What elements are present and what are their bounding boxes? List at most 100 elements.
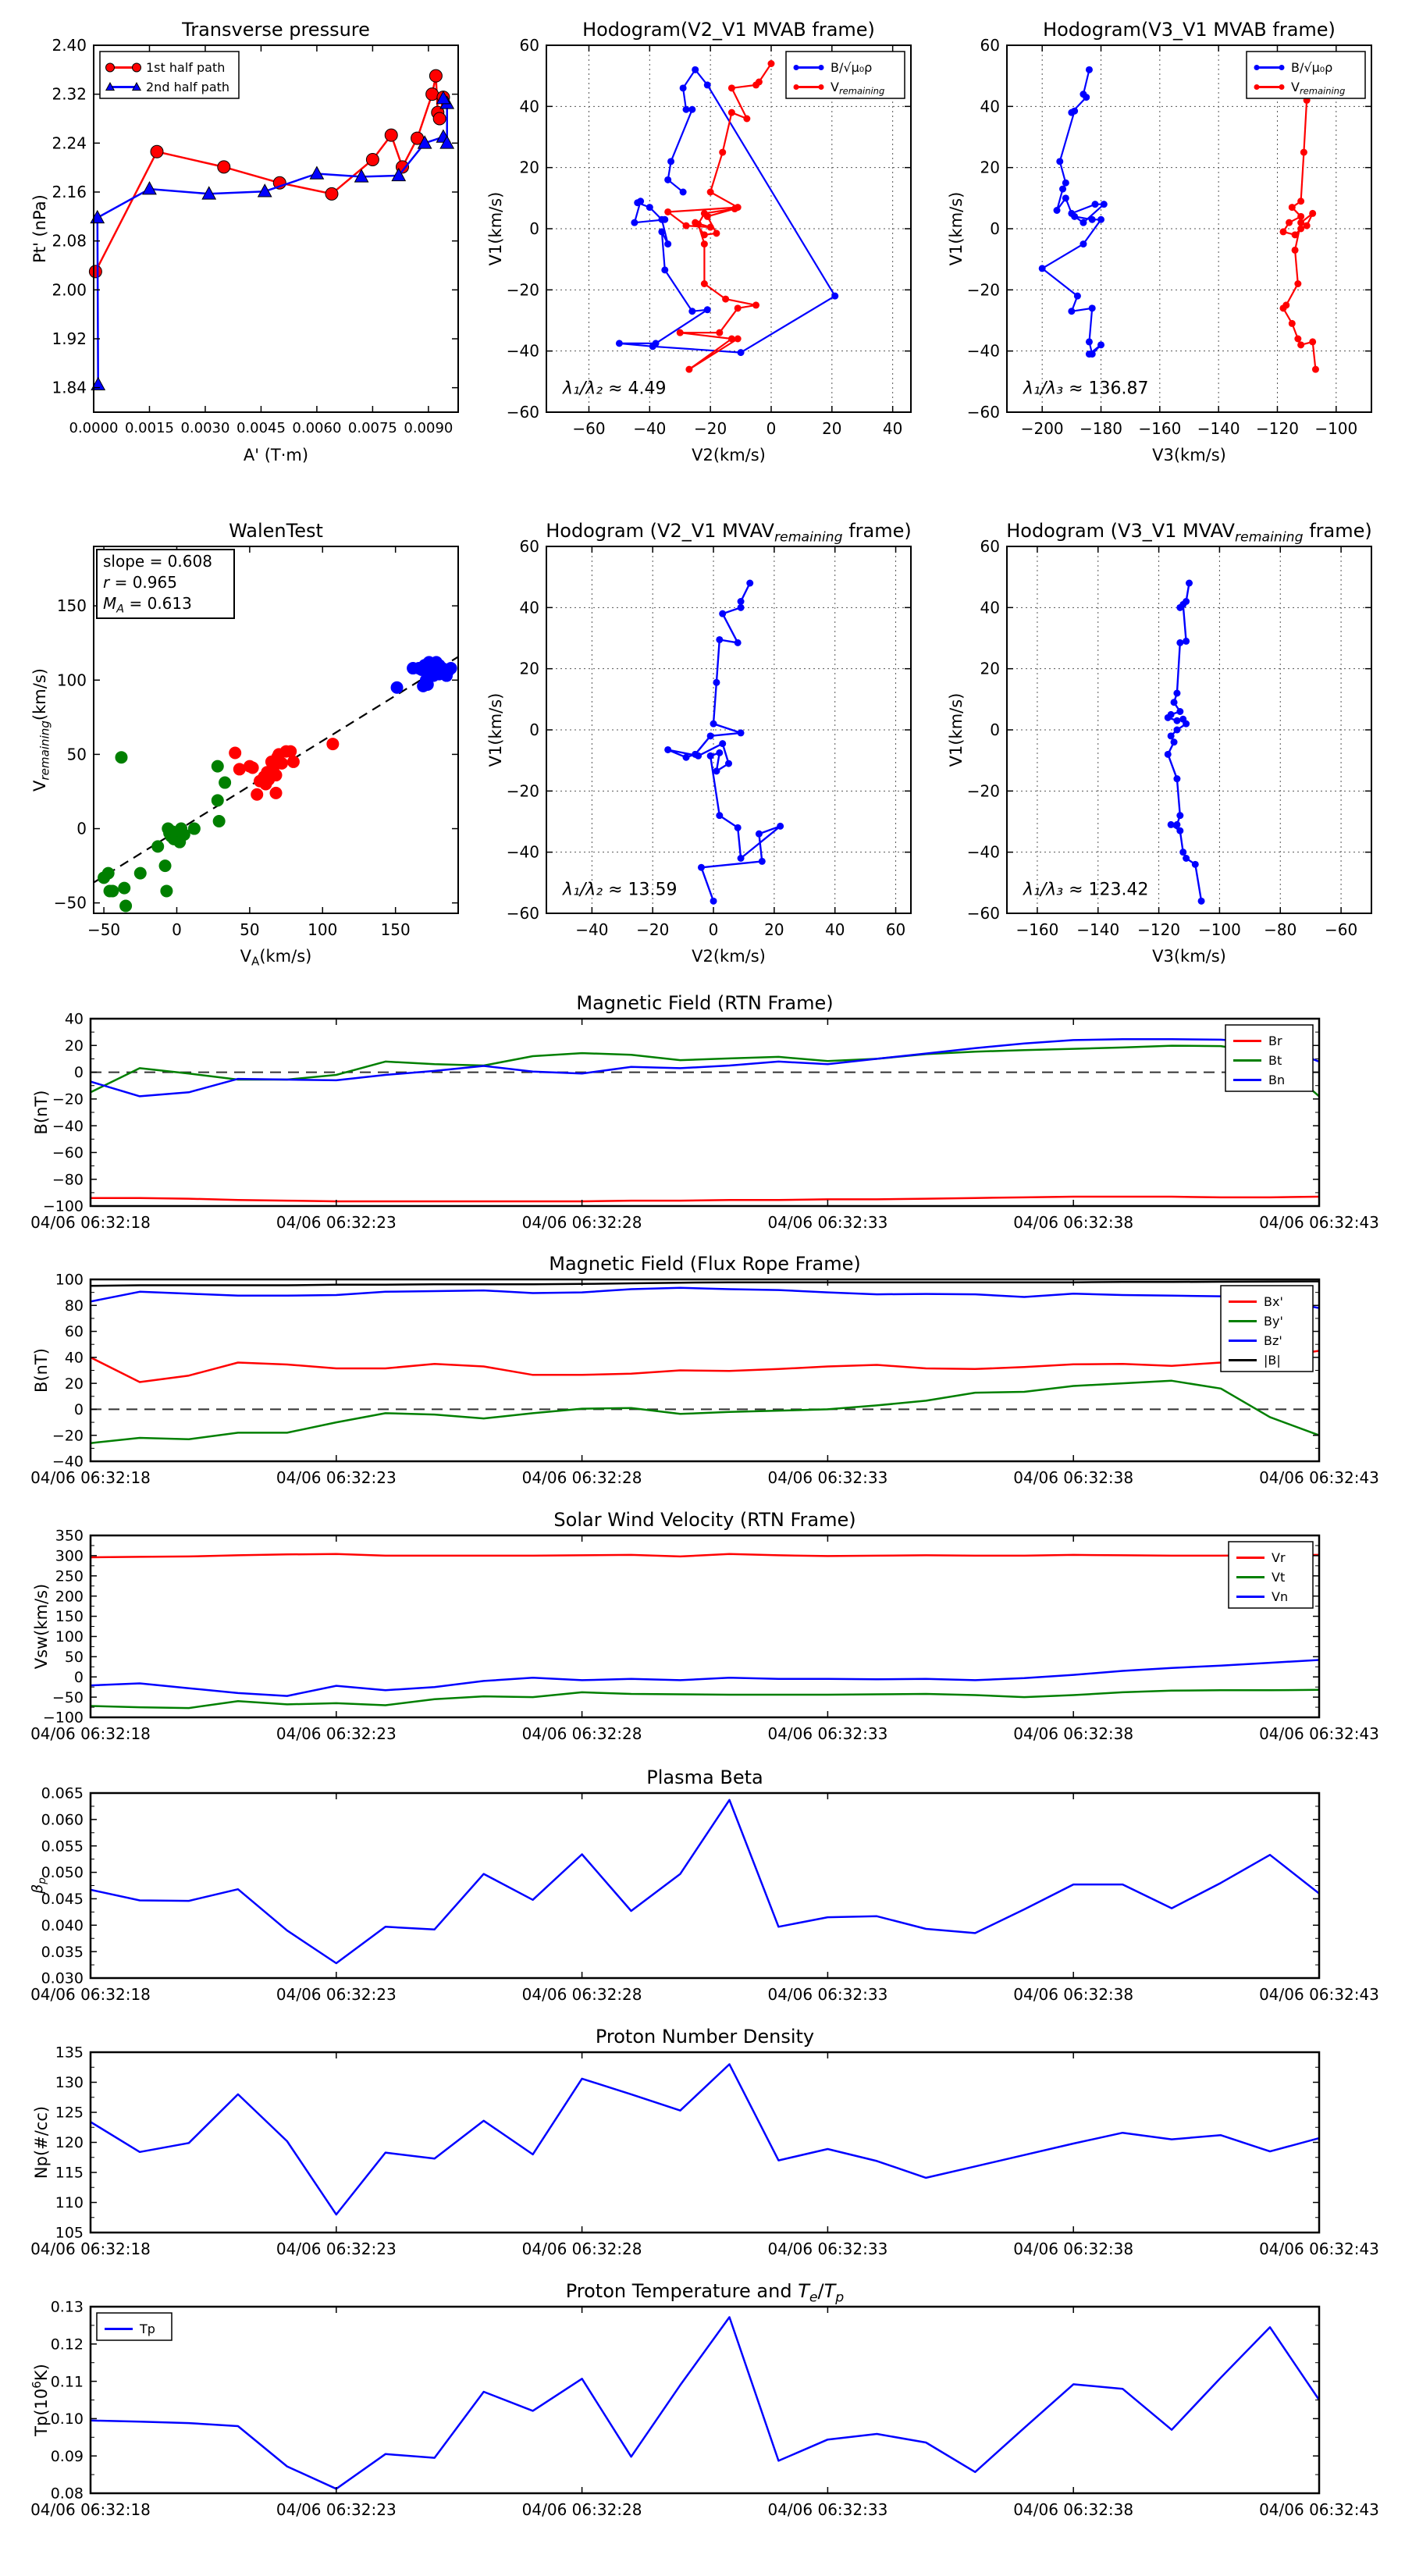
svg-text:Hodogram (V3_V1 MVAVremaining: Hodogram (V3_V1 MVAVremaining frame) [1006,520,1372,545]
svg-text:−60: −60 [507,904,539,923]
svg-text:50: 50 [67,745,87,763]
svg-text:Br: Br [1268,1034,1282,1048]
svg-text:Bt: Bt [1268,1053,1282,1068]
svg-text:0.060: 0.060 [41,1812,84,1829]
svg-text:r = 0.965: r = 0.965 [103,573,177,592]
svg-text:−100: −100 [1314,419,1357,438]
svg-text:Hodogram(V3_V1 MVAB frame): Hodogram(V3_V1 MVAB frame) [1043,19,1336,41]
svg-text:0.08: 0.08 [51,2485,84,2503]
svg-text:150: 150 [55,1608,84,1625]
svg-text:2.00: 2.00 [52,280,87,299]
svg-text:V2(km/s): V2(km/s) [692,446,766,464]
svg-text:350: 350 [55,1528,84,1545]
svg-text:0.040: 0.040 [41,1917,84,1934]
svg-text:150: 150 [381,920,411,939]
svg-text:λ₁/λ₂ ≈ 4.49: λ₁/λ₂ ≈ 4.49 [562,379,667,399]
svg-text:−120: −120 [1137,920,1180,939]
svg-text:04/06 06:32:33: 04/06 06:32:33 [767,1985,887,2004]
svg-text:2.40: 2.40 [52,36,87,55]
svg-text:04/06 06:32:28: 04/06 06:32:28 [522,1468,642,1487]
svg-text:−60: −60 [967,403,1000,422]
svg-text:40: 40 [65,1011,84,1028]
svg-text:1.84: 1.84 [52,379,87,397]
svg-text:Tp: Tp [139,2322,155,2336]
svg-text:04/06 06:32:43: 04/06 06:32:43 [1259,2240,1379,2258]
svg-text:110: 110 [55,2194,84,2211]
svg-text:04/06 06:32:33: 04/06 06:32:33 [767,2500,887,2519]
svg-text:04/06 06:32:28: 04/06 06:32:28 [522,1724,642,1743]
svg-text:60: 60 [520,537,539,556]
svg-text:0: 0 [74,1669,84,1686]
svg-text:−120: −120 [1256,419,1299,438]
svg-text:0: 0 [990,720,1000,739]
svg-text:0.13: 0.13 [51,2299,84,2316]
svg-text:60: 60 [886,920,905,939]
svg-text:0.09: 0.09 [51,2448,84,2465]
svg-text:−180: −180 [1080,419,1122,438]
svg-text:1st half path: 1st half path [146,60,225,75]
svg-text:−160: −160 [1138,419,1181,438]
svg-text:B(nT): B(nT) [32,1348,51,1393]
chart-proton-temperature: 04/06 06:32:18 04/06 06:32:23 04/06 06:32:… [30,2283,1379,2519]
svg-text:04/06 06:32:18: 04/06 06:32:18 [30,1985,151,2004]
svg-text:0.055: 0.055 [41,1838,84,1855]
svg-text:Vt: Vt [1272,1570,1285,1585]
svg-text:−50: −50 [52,1689,84,1706]
svg-text:WalenTest: WalenTest [229,520,323,542]
svg-text:20: 20 [65,1037,84,1055]
svg-text:04/06 06:32:33: 04/06 06:32:33 [767,2240,887,2258]
svg-text:20: 20 [520,158,539,177]
svg-text:2.32: 2.32 [52,85,87,104]
svg-text:−200: −200 [1021,419,1064,438]
svg-text:04/06 06:32:23: 04/06 06:32:23 [276,1985,397,2004]
svg-text:04/06 06:32:23: 04/06 06:32:23 [276,1724,397,1743]
svg-text:0.050: 0.050 [41,1864,84,1881]
svg-text:130: 130 [55,2074,84,2091]
svg-text:04/06 06:32:33: 04/06 06:32:33 [767,1468,887,1487]
svg-text:04/06 06:32:33: 04/06 06:32:33 [767,1724,887,1743]
svg-text:0.10: 0.10 [51,2411,84,2428]
svg-text:βp: βp [29,1877,48,1895]
chart-magnetic-field-flux-rope: 04/06 06:32:18 04/06 06:32:23 04/06 06:32:… [30,1253,1379,1487]
svg-text:40: 40 [520,598,539,617]
svg-text:0.0015: 0.0015 [125,420,174,436]
svg-text:120: 120 [55,2134,84,2151]
svg-text:125: 125 [55,2105,84,2122]
svg-text:04/06 06:32:23: 04/06 06:32:23 [276,2500,397,2519]
svg-text:Bx': Bx' [1264,1294,1283,1309]
svg-text:−20: −20 [967,781,1000,800]
svg-text:250: 250 [55,1567,84,1585]
svg-text:−20: −20 [507,781,539,800]
svg-text:Hodogram(V2_V1 MVAB frame): Hodogram(V2_V1 MVAB frame) [582,19,875,41]
svg-text:Vsw(km/s): Vsw(km/s) [32,1584,51,1670]
svg-text:Vn: Vn [1272,1589,1288,1604]
svg-text:40: 40 [65,1350,84,1367]
svg-text:V1(km/s): V1(km/s) [947,192,966,266]
svg-text:By': By' [1264,1314,1283,1329]
svg-text:60: 60 [980,537,1000,556]
svg-text:04/06 06:32:38: 04/06 06:32:38 [1013,1213,1133,1232]
svg-text:Plasma Beta: Plasma Beta [646,1767,763,1788]
chart-magnetic-field-rtn: 04/06 06:32:18 04/06 06:32:23 04/06 06:32:… [30,992,1379,1232]
svg-text:V3(km/s): V3(km/s) [1152,446,1226,464]
svg-text:B/√μ₀ρ: B/√μ₀ρ [831,60,872,75]
svg-text:Proton Temperature and Te/Tp: Proton Temperature and Te/Tp [566,2283,845,2305]
svg-text:−40: −40 [52,1118,84,1135]
svg-text:|B|: |B| [1264,1353,1281,1368]
svg-text:Magnetic Field (RTN Frame): Magnetic Field (RTN Frame) [576,992,833,1014]
svg-text:−160: −160 [1016,920,1058,939]
svg-text:04/06 06:32:38: 04/06 06:32:38 [1013,2240,1133,2258]
svg-text:04/06 06:32:28: 04/06 06:32:28 [522,1985,642,2004]
svg-text:0.045: 0.045 [41,1891,84,1908]
chart-proton-number-density: 04/06 06:32:18 04/06 06:32:23 04/06 06:32:… [30,2026,1379,2258]
chart-hodogram-v2-v1-mvav: −40 −20 0 20 40 60 −60 −40 −20 0 20 40 60 Hodogram (V… [486,520,912,966]
svg-text:−50: −50 [87,920,120,939]
svg-text:60: 60 [65,1323,84,1340]
svg-text:20: 20 [65,1375,84,1393]
svg-text:2.08: 2.08 [52,232,87,251]
svg-text:1.92: 1.92 [52,329,87,348]
svg-text:100: 100 [55,1272,84,1289]
svg-text:λ₁/λ₂ ≈ 13.59: λ₁/λ₂ ≈ 13.59 [562,881,678,900]
svg-text:−20: −20 [694,419,727,438]
svg-text:04/06 06:32:18: 04/06 06:32:18 [30,2500,151,2519]
